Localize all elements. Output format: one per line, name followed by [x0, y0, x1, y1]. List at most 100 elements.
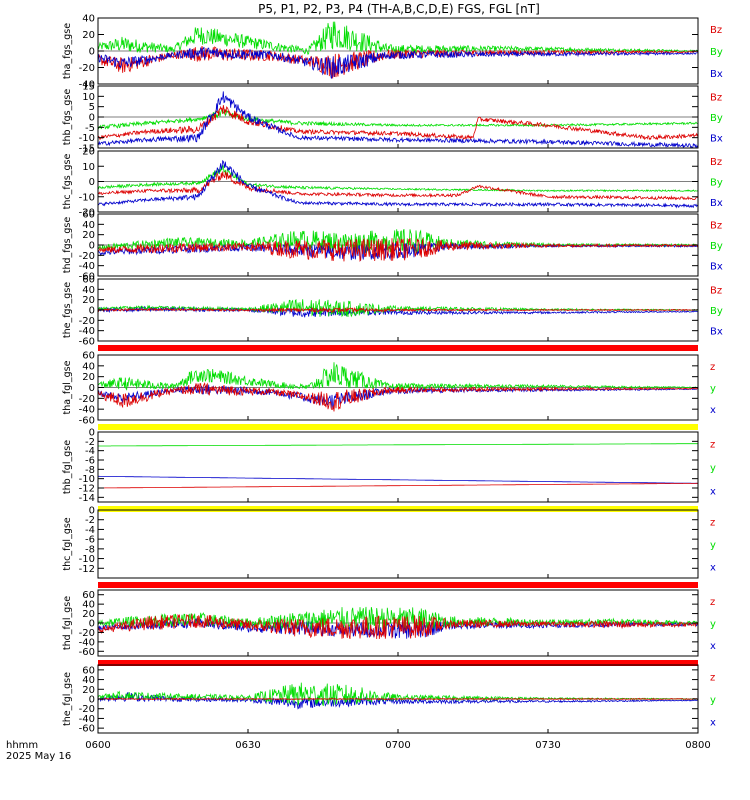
panel-thc_fgs_gse: 20 10 0 -10 -20 thc_fgs_gse Bz By Bx — [62, 147, 723, 219]
y-tick-label: -10 — [79, 474, 95, 485]
legend-Bx: Bx — [710, 69, 723, 80]
series-By — [98, 606, 698, 631]
legend-Bx: Bx — [710, 327, 723, 338]
y-axis-label: the_fgs_gse — [62, 282, 73, 338]
y-axis-label: thc_fgl_gse — [62, 517, 73, 570]
traces — [98, 362, 698, 412]
y-tick-label: -60 — [79, 272, 95, 283]
y-tick-label: 40 — [82, 675, 95, 686]
legend-Bz: Bz — [710, 157, 722, 168]
legend-z: z — [710, 440, 715, 451]
legend-z: z — [710, 517, 715, 528]
y-tick-label: -60 — [79, 337, 95, 348]
y-tick-label: -10 — [79, 133, 95, 144]
traces — [98, 228, 698, 263]
y-tick-label: -2 — [85, 437, 95, 448]
y-tick-label: 40 — [82, 14, 95, 25]
y-tick-label: 0 — [89, 177, 95, 188]
y-tick-label: 20 — [82, 147, 95, 158]
traces — [98, 443, 698, 489]
legend-Bx: Bx — [710, 134, 723, 145]
legend-By: By — [710, 113, 723, 124]
y-tick-label: -20 — [79, 704, 95, 715]
x-tick-label: 0730 — [535, 740, 560, 751]
legend-Bz: Bz — [710, 285, 722, 296]
legend-y: y — [710, 463, 716, 474]
status-bar-red — [98, 345, 698, 351]
y-tick-label: 20 — [82, 609, 95, 620]
legend-Bz: Bz — [710, 220, 722, 231]
y-tick-label: 0 — [89, 428, 95, 439]
legend-y: y — [710, 384, 716, 395]
y-tick-label: -5 — [85, 123, 95, 134]
traces — [98, 606, 698, 640]
y-tick-label: 10 — [82, 162, 95, 173]
traces — [98, 91, 698, 148]
y-axis-label: thd_fgs_gse — [62, 217, 73, 274]
status-bar-red — [98, 582, 698, 588]
y-tick-label: -20 — [79, 316, 95, 327]
y-tick-label: 15 — [82, 82, 95, 93]
series-Bz — [98, 382, 698, 412]
y-axis-label: thb_fgs_gse — [62, 89, 73, 146]
y-tick-label: -20 — [79, 208, 95, 219]
legend-Bx: Bx — [710, 198, 723, 209]
y-axis-label: thb_fgl_gse — [62, 440, 73, 494]
series-Bz — [98, 170, 698, 201]
series-Bz — [98, 237, 698, 263]
y-tick-label: -60 — [79, 416, 95, 427]
x-axis-label: hhmm — [6, 740, 38, 751]
legend-Bz: Bz — [710, 92, 722, 103]
y-tick-label: 10 — [82, 92, 95, 103]
chart-title: P5, P1, P2, P3, P4 (TH-A,B,C,D,E) FGS, F… — [258, 2, 540, 16]
series-Bz — [98, 105, 698, 141]
series-By — [98, 682, 698, 707]
legend-By: By — [710, 178, 723, 189]
y-tick-label: 0 — [89, 506, 95, 517]
legend-z: z — [710, 597, 715, 608]
traces — [98, 21, 698, 80]
y-tick-label: -15 — [79, 144, 95, 155]
y-tick-label: 40 — [82, 600, 95, 611]
y-axis-label: thc_fgs_gse — [62, 154, 73, 210]
y-tick-label: 60 — [82, 351, 95, 362]
y-tick-label: 20 — [82, 372, 95, 383]
y-tick-label: -40 — [79, 714, 95, 725]
panel-thc_fgl_gse: 0-2-4-6-8-10-12 thc_fgl_gse z y x — [62, 506, 716, 588]
y-tick-label: -20 — [79, 63, 95, 74]
y-tick-label: -2 — [85, 515, 95, 526]
series-Bz — [98, 482, 698, 489]
y-tick-label: -8 — [85, 465, 95, 476]
series-Bx — [98, 475, 698, 484]
panel-thb_fgl_gse: 0-2-4-6-8-10-12-14 thb_fgl_gse z y x — [62, 428, 716, 512]
traces — [98, 159, 698, 209]
y-tick-label: -14 — [79, 493, 95, 504]
y-tick-label: 0 — [89, 113, 95, 124]
legend-x: x — [710, 486, 716, 497]
traces — [98, 298, 698, 318]
y-tick-label: -40 — [79, 637, 95, 648]
y-tick-label: -60 — [79, 647, 95, 658]
legend-By: By — [710, 47, 723, 58]
legend-x: x — [710, 405, 716, 416]
x-tick-label: 0600 — [85, 740, 110, 751]
panel-tha_fgs_gse: 40 20 0 -20 -40 tha_fgs_gse Bz By Bx — [62, 14, 723, 91]
series-Bz — [98, 306, 698, 314]
series-By — [98, 443, 698, 447]
y-axis-label: tha_fgl_gse — [62, 360, 73, 414]
y-axis-label: thd_fgl_gse — [62, 596, 73, 650]
y-tick-label: -20 — [79, 628, 95, 639]
y-tick-label: -12 — [79, 564, 95, 575]
legend-y: y — [710, 619, 716, 630]
series-Bz — [98, 697, 698, 701]
y-tick-label: -20 — [79, 251, 95, 262]
y-tick-label: -12 — [79, 484, 95, 495]
y-tick-label: 60 — [82, 210, 95, 221]
y-tick-label: 40 — [82, 361, 95, 372]
legend-Bz: Bz — [710, 25, 722, 36]
